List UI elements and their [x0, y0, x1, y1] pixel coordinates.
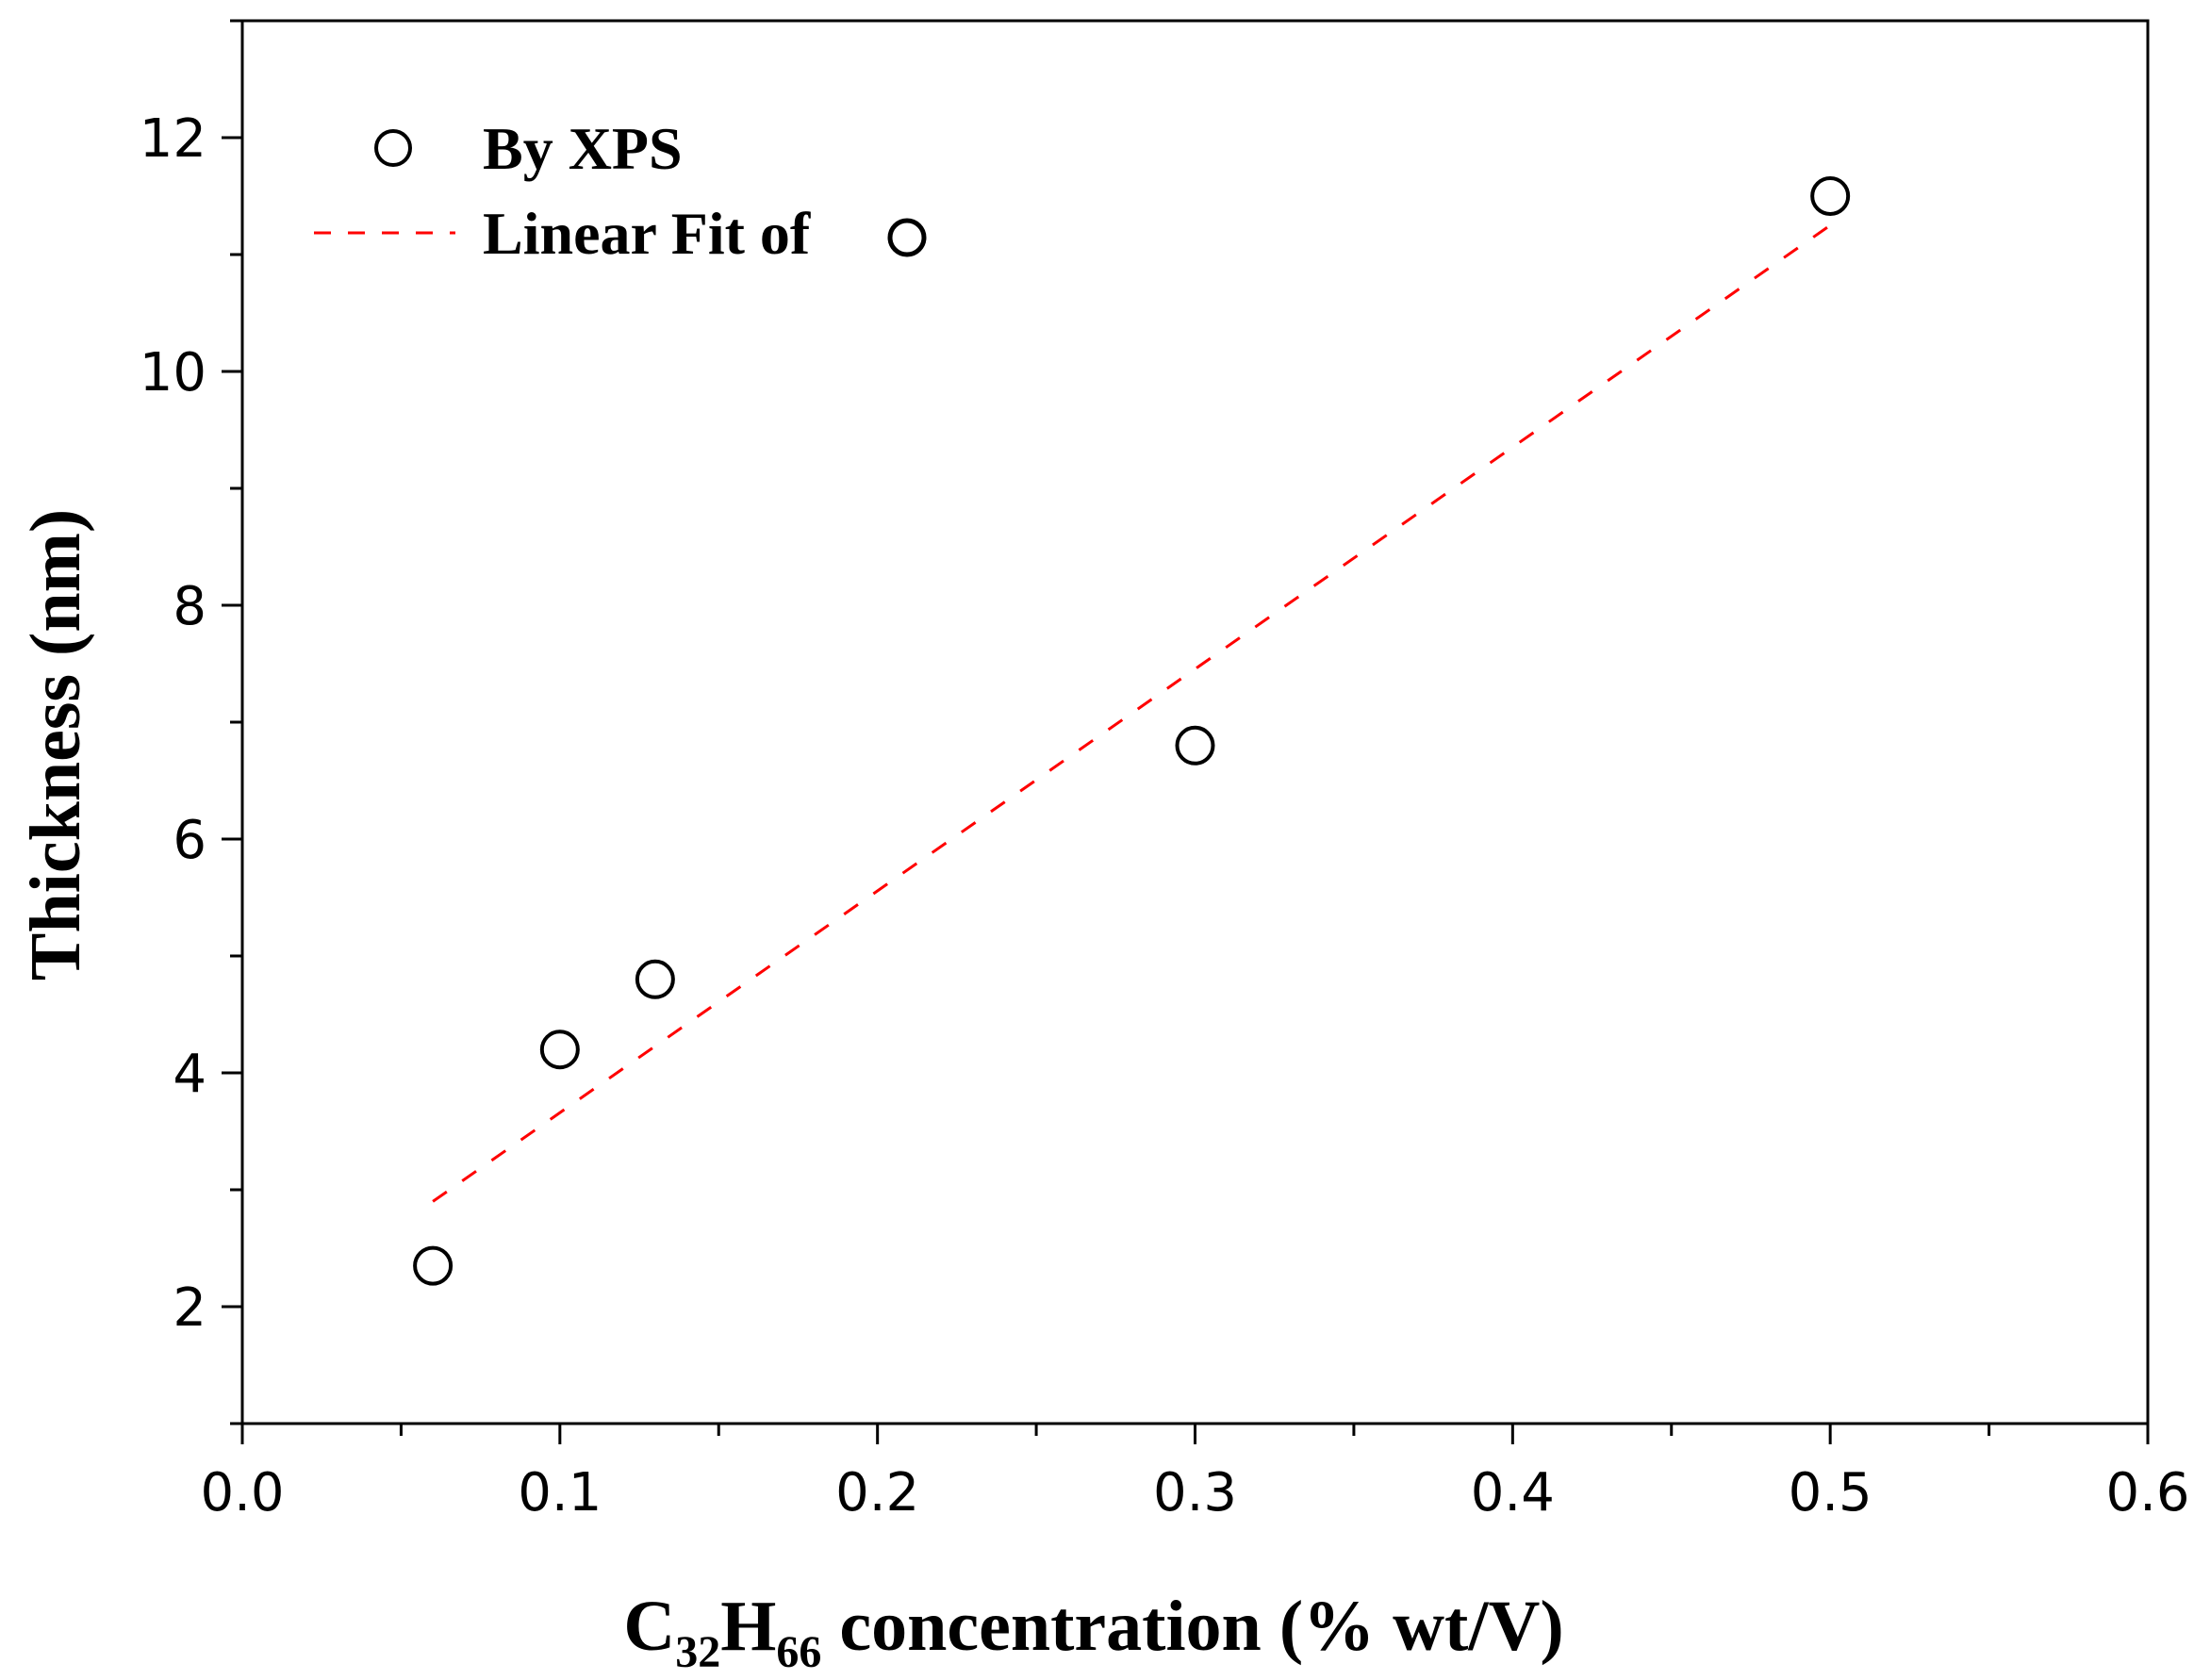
data-point: [1810, 176, 1851, 216]
legend-label-by-xps: By XPS: [483, 115, 683, 182]
y-tick-label: 8: [173, 576, 206, 637]
x-title-h: H: [720, 1587, 776, 1666]
y-axis-title: Thickness (nm): [16, 509, 95, 980]
x-title-sub-32: 32: [675, 1627, 720, 1677]
y-tick-label: 12: [140, 108, 206, 170]
data-point: [635, 959, 675, 999]
y-tick-label: 4: [173, 1044, 206, 1105]
x-axis: 0.0 0.1 0.2 0.3 0.4 0.5 0.6: [200, 1424, 2190, 1524]
linear-fit-line: [432, 223, 1832, 1203]
x-tick-label: 0.4: [1471, 1462, 1555, 1524]
x-title-c: C: [623, 1587, 675, 1666]
data-points-layer: [413, 176, 1851, 1286]
legend: By XPS Linear Fit of: [314, 115, 927, 267]
data-point: [413, 1245, 454, 1286]
x-tick-label: 0.6: [2105, 1462, 2189, 1524]
x-title-rest: concentration (% wt/V): [821, 1587, 1563, 1666]
x-title-sub-66: 66: [776, 1627, 821, 1677]
fit-line-layer: [432, 223, 1832, 1203]
x-tick-label: 0.5: [1789, 1462, 1872, 1524]
y-tick-label: 10: [140, 342, 206, 404]
x-tick-label: 0.1: [518, 1462, 602, 1524]
data-point: [539, 1029, 580, 1070]
x-axis-title: C32H66 concentration (% wt/V): [623, 1587, 1563, 1677]
legend-fit-reference-marker: [887, 218, 927, 257]
y-tick-label: 2: [173, 1277, 206, 1339]
x-tick-label: 0.3: [1153, 1462, 1237, 1524]
legend-marker-by-xps: [374, 129, 412, 167]
x-tick-label: 0.0: [200, 1462, 284, 1524]
data-point: [1175, 725, 1215, 766]
y-tick-label: 6: [173, 810, 206, 871]
x-tick-label: 0.2: [835, 1462, 919, 1524]
legend-label-linear-fit: Linear Fit of: [483, 200, 811, 267]
y-axis: 2 4 6 8 10 12: [140, 19, 242, 1425]
